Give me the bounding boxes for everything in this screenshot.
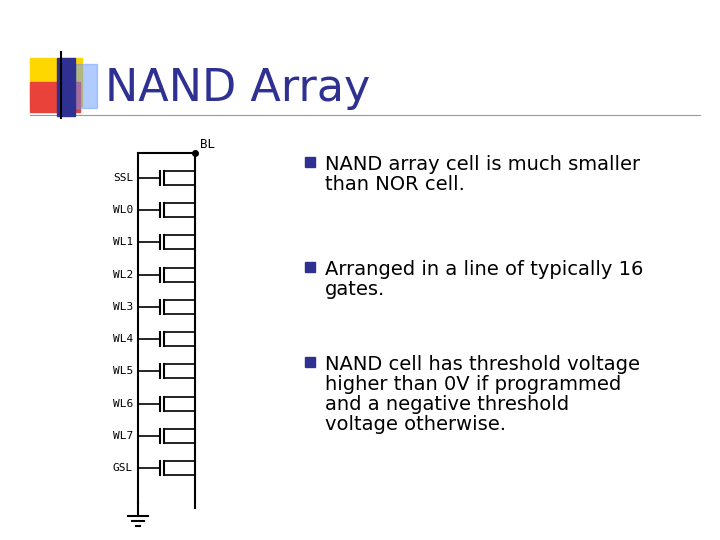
- Bar: [305, 157, 315, 167]
- Text: WL5: WL5: [113, 366, 133, 376]
- Text: NAND Array: NAND Array: [105, 66, 370, 110]
- Bar: [57, 58, 75, 116]
- Text: voltage otherwise.: voltage otherwise.: [325, 415, 506, 434]
- Text: GSL: GSL: [113, 463, 133, 473]
- Text: and a negative threshold: and a negative threshold: [325, 395, 569, 414]
- Bar: [305, 262, 315, 272]
- Text: WL4: WL4: [113, 334, 133, 344]
- Text: NAND cell has threshold voltage: NAND cell has threshold voltage: [325, 355, 640, 374]
- Bar: [75, 64, 97, 108]
- Text: WL3: WL3: [113, 302, 133, 312]
- Text: SSL: SSL: [113, 173, 133, 183]
- Text: Arranged in a line of typically 16: Arranged in a line of typically 16: [325, 260, 644, 279]
- Text: higher than 0V if programmed: higher than 0V if programmed: [325, 375, 621, 394]
- Bar: [30, 58, 82, 106]
- Text: WL2: WL2: [113, 269, 133, 280]
- Text: WL0: WL0: [113, 205, 133, 215]
- Text: WL6: WL6: [113, 399, 133, 409]
- Text: WL1: WL1: [113, 238, 133, 247]
- Text: NAND array cell is much smaller: NAND array cell is much smaller: [325, 155, 640, 174]
- Text: BL: BL: [200, 138, 215, 151]
- Bar: [305, 357, 315, 367]
- Text: gates.: gates.: [325, 280, 385, 299]
- Bar: [30, 82, 80, 112]
- Text: than NOR cell.: than NOR cell.: [325, 175, 465, 194]
- Text: WL7: WL7: [113, 431, 133, 441]
